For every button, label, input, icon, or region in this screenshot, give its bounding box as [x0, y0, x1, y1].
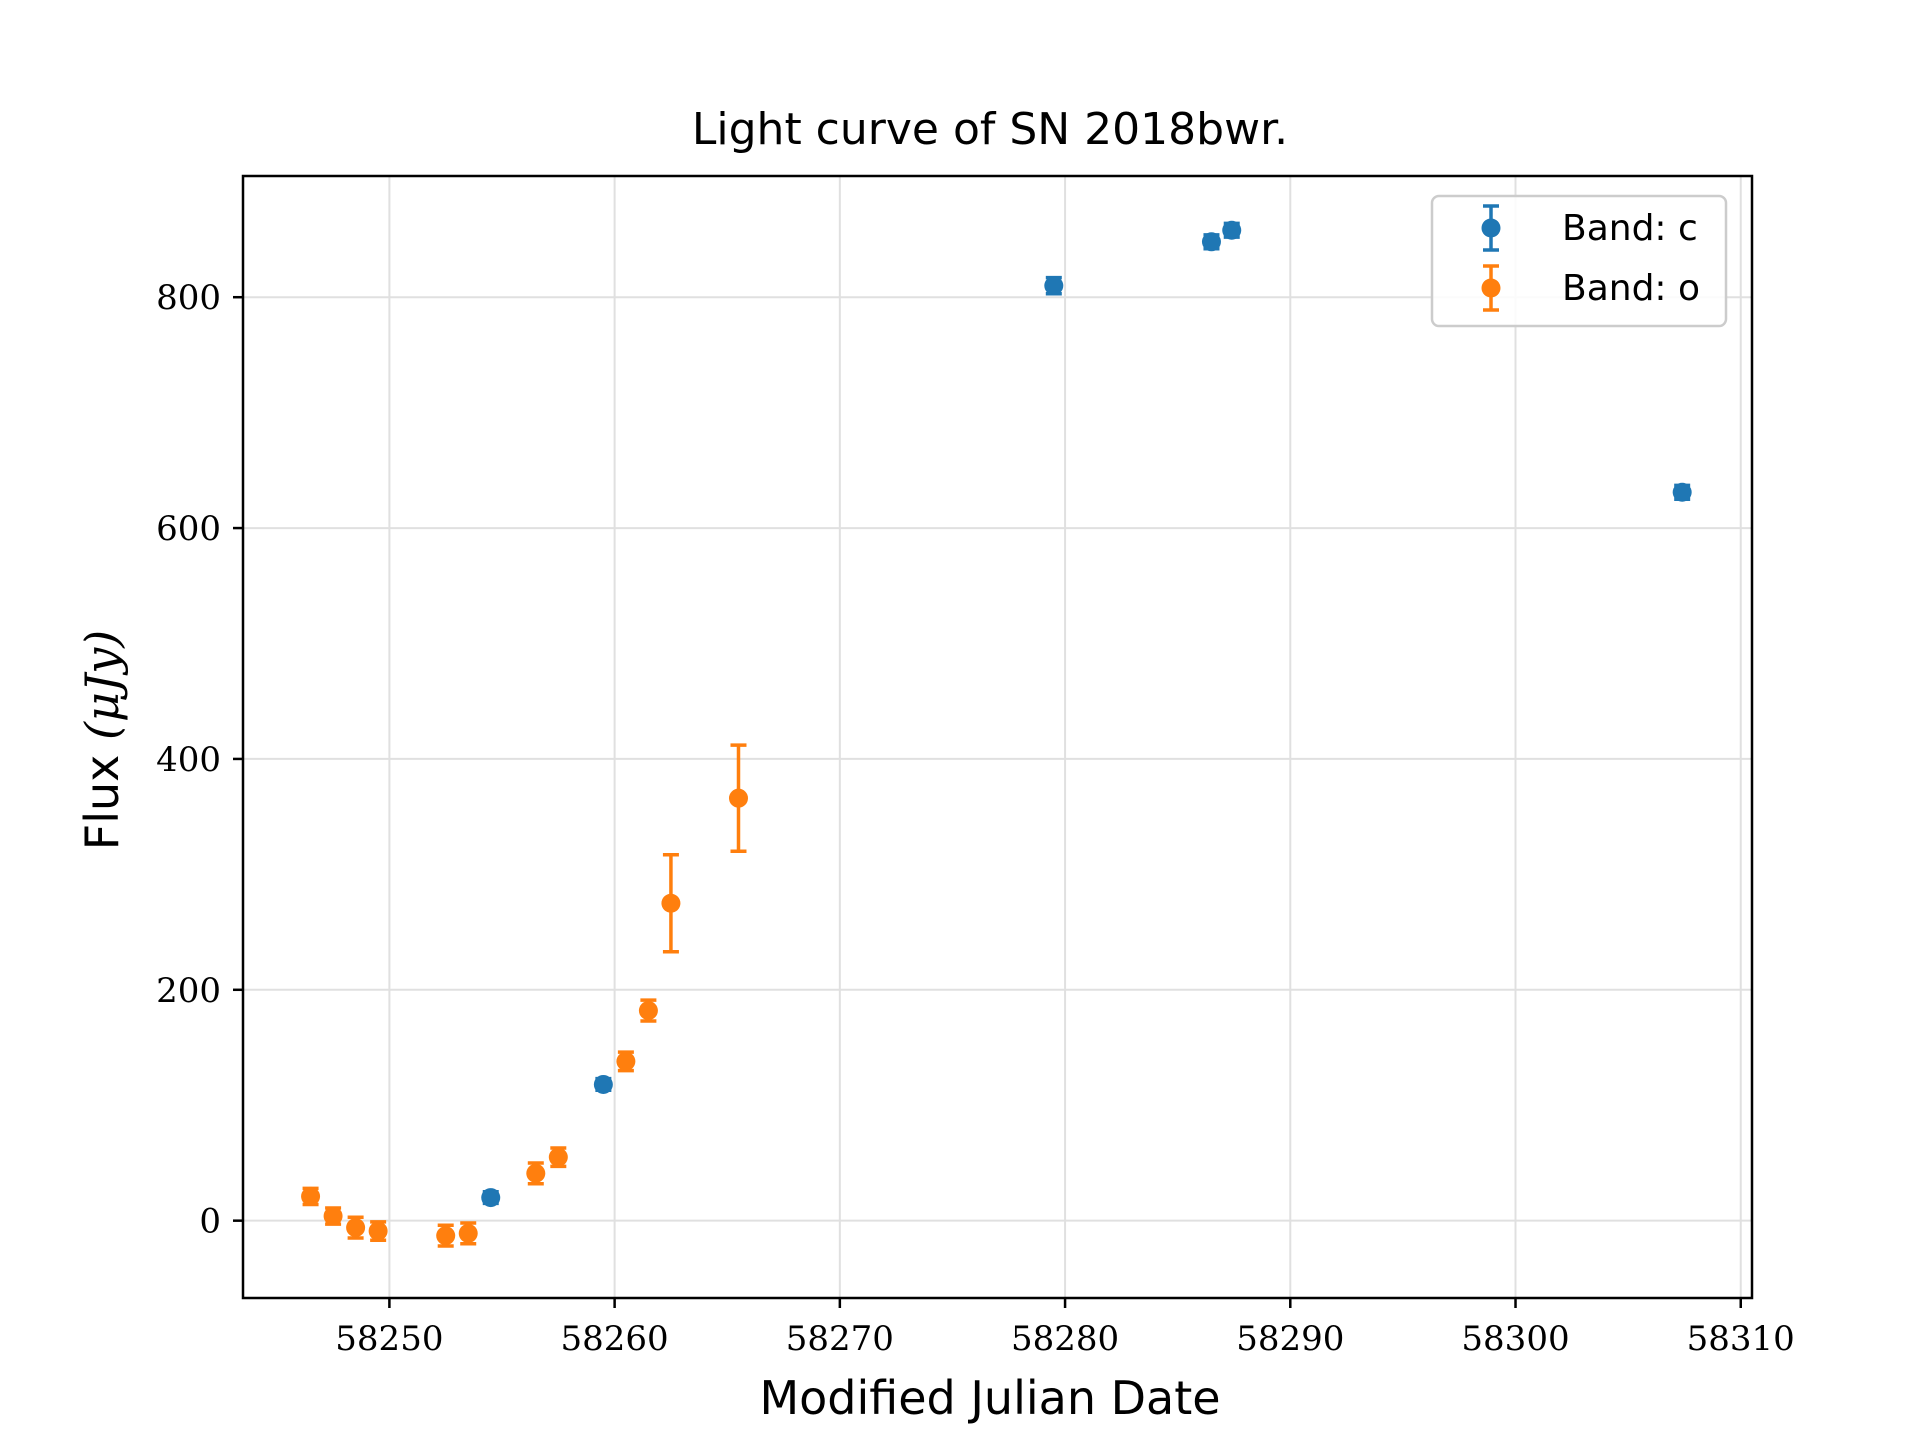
legend-entry: Band: o: [1481, 264, 1700, 312]
marker: [368, 1221, 388, 1241]
data-point: [661, 852, 681, 954]
data-point: [1222, 220, 1242, 240]
legend: Band: c Band: o: [1430, 194, 1728, 328]
x-tick-label: 58310: [1687, 1319, 1795, 1359]
marker: [526, 1163, 546, 1183]
marker: [1672, 482, 1692, 502]
data-point: [1044, 275, 1064, 296]
legend-entry: Band: c: [1481, 204, 1698, 252]
marker: [301, 1186, 321, 1206]
marker: [346, 1218, 366, 1238]
legend-box: [1430, 194, 1728, 328]
x-tick-label: 58260: [561, 1319, 669, 1359]
grid: [243, 176, 1752, 1298]
ticks: 58250 58260 58270 58280 58290 58300 58310 0 200 4…: [156, 278, 1795, 1359]
y-tick-label: 200: [156, 971, 221, 1011]
data-point: [481, 1188, 501, 1208]
y-axis-label-text: Flux: [75, 740, 129, 850]
legend-label: Band: c: [1562, 208, 1698, 249]
data-point: [638, 998, 658, 1023]
data-point: [323, 1206, 343, 1226]
marker: [638, 1001, 658, 1021]
marker: [728, 788, 748, 808]
series-band-o: [301, 743, 748, 1248]
x-tick-label: 58280: [1011, 1319, 1119, 1359]
x-tick-label: 58250: [335, 1319, 443, 1359]
marker: [616, 1051, 636, 1071]
marker: [1222, 220, 1242, 240]
marker: [593, 1074, 613, 1094]
y-tick-label: 600: [156, 509, 221, 549]
chart-title: Light curve of SN 2018bwr.: [692, 104, 1288, 155]
y-axis-label-unit: (μJy): [75, 630, 129, 740]
data-point: [1201, 232, 1221, 252]
x-tick-label: 58290: [1236, 1319, 1344, 1359]
marker: [1044, 276, 1064, 296]
data-point: [346, 1215, 366, 1240]
data-point: [526, 1161, 546, 1186]
data-point: [616, 1050, 636, 1073]
data-point: [368, 1220, 388, 1243]
y-tick-label: 0: [199, 1202, 221, 1242]
series-band-c: [481, 220, 1692, 1208]
data-point: [301, 1186, 321, 1207]
marker: [323, 1206, 343, 1226]
marker: [661, 893, 681, 913]
data-point: [1672, 482, 1692, 502]
data-point: [436, 1223, 456, 1248]
y-tick-label: 800: [156, 278, 221, 318]
legend-marker: [1481, 218, 1501, 238]
x-tick-label: 58300: [1461, 1319, 1569, 1359]
x-axis-label: Modified Julian Date: [759, 1371, 1220, 1425]
marker: [548, 1147, 568, 1167]
marker: [1201, 232, 1221, 252]
data-point: [728, 743, 748, 854]
legend-marker: [1481, 278, 1501, 298]
data-point: [593, 1074, 613, 1094]
marker: [436, 1226, 456, 1246]
x-tick-label: 58270: [786, 1319, 894, 1359]
data-point: [548, 1146, 568, 1169]
data-point: [458, 1221, 478, 1246]
legend-label: Band: o: [1562, 268, 1700, 309]
marker: [481, 1188, 501, 1208]
plot-frame: [241, 174, 1754, 1300]
data-layer: [301, 220, 1692, 1248]
marker: [458, 1223, 478, 1243]
y-axis-label: Flux (μJy): [75, 630, 129, 850]
y-tick-label: 400: [156, 740, 221, 780]
